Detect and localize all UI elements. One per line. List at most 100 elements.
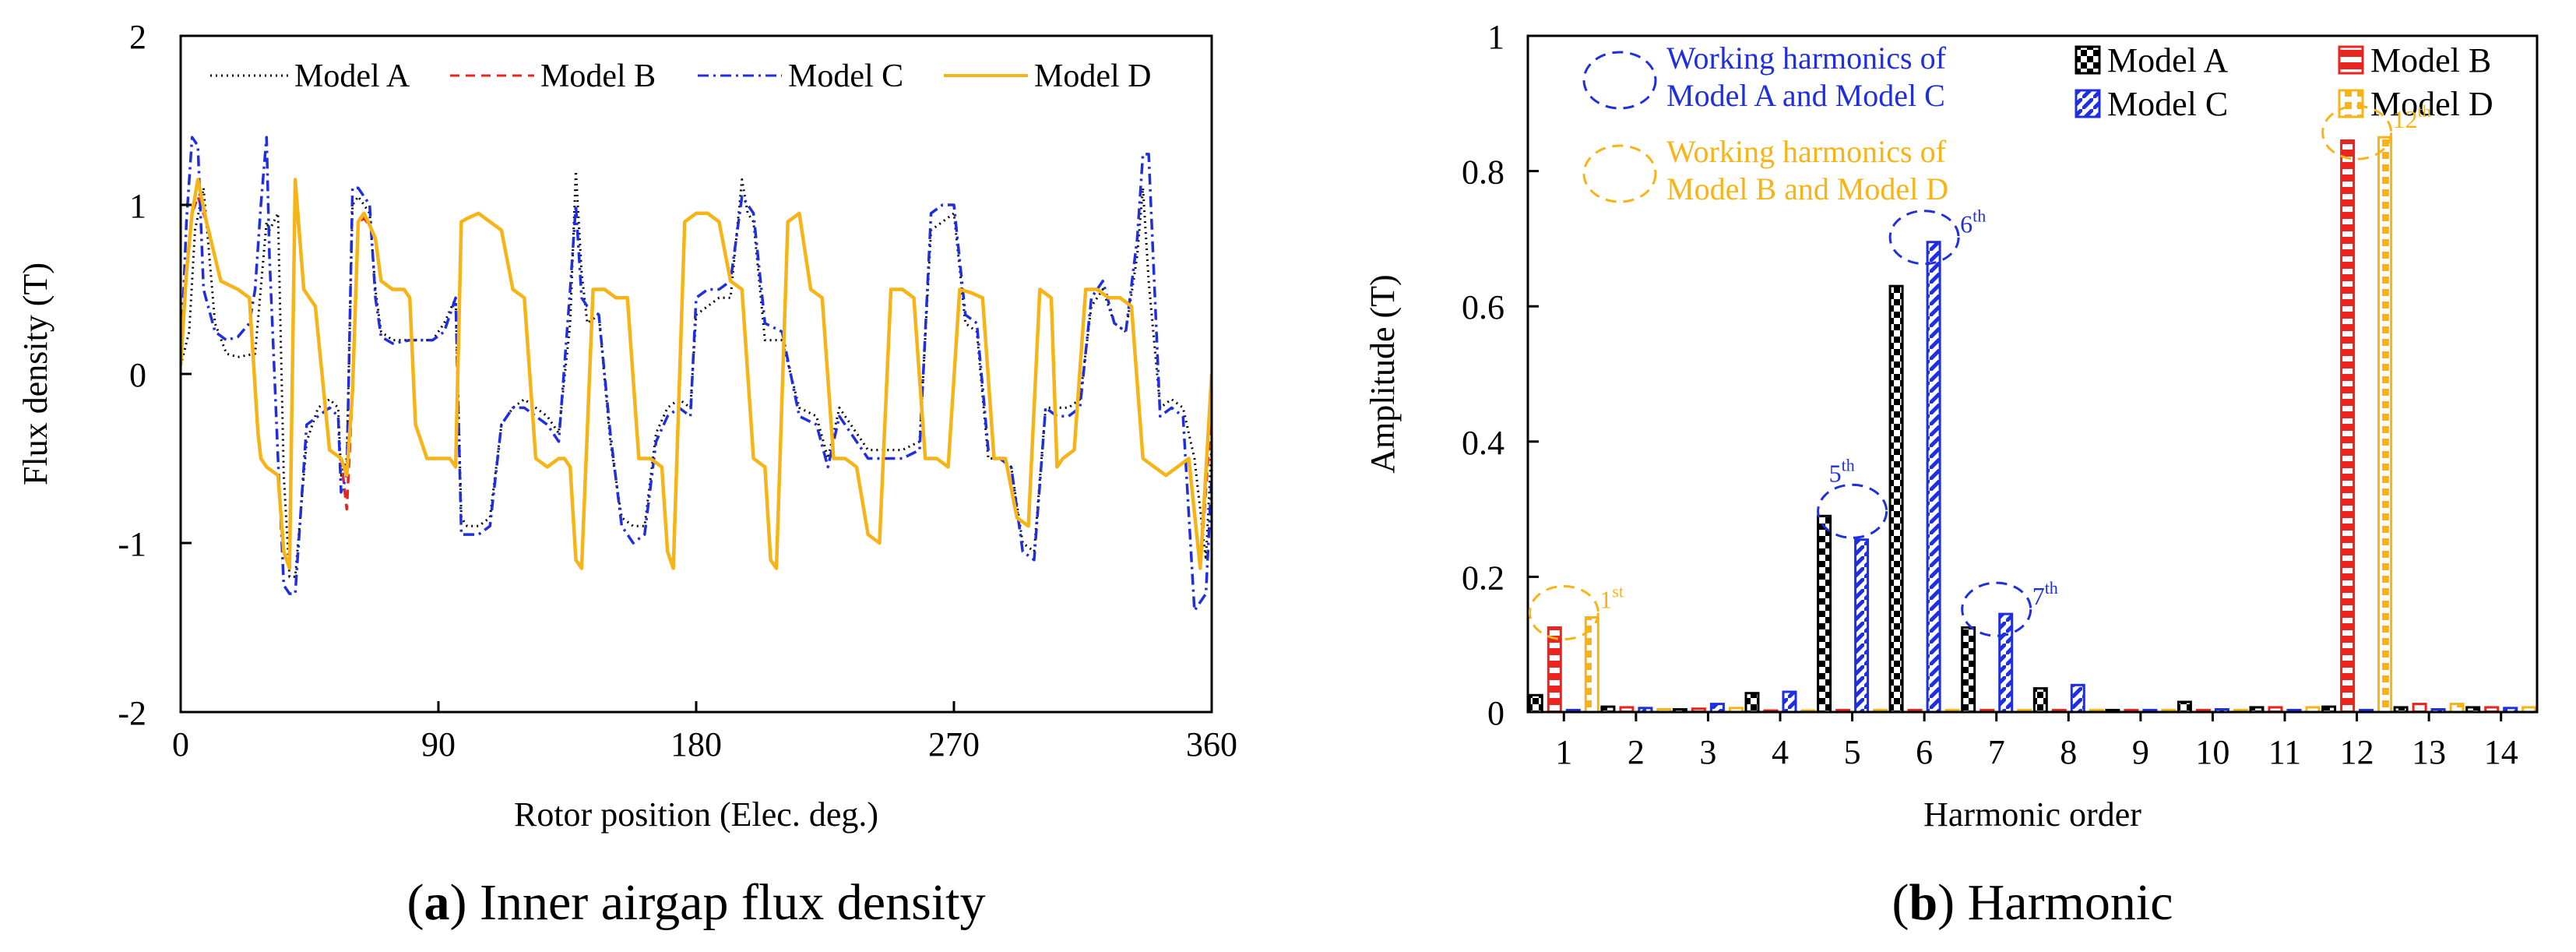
bar-model-b-h13 [2412,703,2427,714]
y-tick-label: -1 [118,525,146,563]
bar-model-b-h12 [2340,139,2356,714]
legend-label-model-a: Model A [294,58,410,94]
x-axis-title: Harmonic order [1923,795,2141,834]
ordinal-number: 6 [1960,210,1972,238]
x-tick-label: 8 [2060,733,2077,771]
ordinal-suffix: th [1842,455,1855,474]
ordinal-number: 7 [2032,582,2045,610]
dashed-ellipse-marker [1582,51,1657,110]
y-tick-label: 0.2 [1462,559,1504,597]
working-harmonic-ellipse-6 [1888,210,1960,266]
harmonic-label-5: 5th [1829,455,1855,487]
legend-label-model-c: Model C [788,58,903,94]
working-harmonic-ellipse-5 [1817,483,1888,539]
x-tick-label: 7 [1988,733,2005,771]
x-tick-label: 6 [1916,733,1933,771]
y-tick-label: 1 [129,187,146,225]
series-line-model-d [181,178,1212,570]
working-harmonic-ellipse-1 [1528,585,1599,640]
x-tick-label: 0 [172,725,189,763]
note-line-1: Working harmonics of [1666,134,1947,169]
ordinal-number: 5 [1829,459,1842,487]
x-tick-label: 5 [1844,733,1861,771]
x-tick-label: 14 [2484,733,2518,771]
legend-label-model-b: Model B [2370,41,2491,79]
ordinal-suffix: th [1972,206,1986,226]
caption-close-paren: ) [450,874,480,931]
x-axis-title: Rotor position (Elec. deg.) [514,795,878,834]
y-tick-label: 1 [1487,18,1504,56]
caption-letter: b [1909,874,1937,931]
caption-letter: a [424,874,450,931]
legend-swatch-model-b [2338,45,2364,75]
bar-model-c-h3 [1709,703,1725,714]
axis-ticks: 0 90 180 270 360 -2 -1 0 1 2 [118,18,1237,763]
harmonic-label-1: 1st [1599,582,1624,614]
legend: Model A Model B Model C Model D [210,58,1152,94]
ordinal-suffix: th [2418,101,2431,121]
series-line-model-b [181,186,1212,570]
caption-text: Inner airgap flux density [480,874,985,931]
series-line-model-c [181,136,1212,612]
bar-model-a-h6 [1888,284,1904,714]
y-tick-label: -2 [118,694,146,732]
legend-swatch-model-a [2075,45,2101,75]
bar-series [1528,136,2537,714]
y-tick-label: 2 [129,18,146,56]
caption-open-paren: ( [407,874,424,931]
dashed-ellipse-marker [1582,144,1657,203]
x-tick-label: 11 [2268,733,2301,771]
plot-frame [179,34,1213,714]
y-tick-label: 0.8 [1462,153,1504,192]
panel-a-caption: (a) Inner airgap flux density [407,874,986,931]
panel-a-line-chart: 0 90 180 270 360 -2 -1 0 1 2 Model A Model B Mode… [16,18,1237,931]
plot-frame [1526,34,2539,714]
bar-model-a-h8 [2032,687,2048,714]
note-line-2: Model A and Model C [1666,78,1945,113]
caption-open-paren: ( [1892,874,1909,931]
x-tick-label: 360 [1186,725,1237,763]
note-working-harmonics-bd: Working harmonics of Model B and Model D [1582,134,1948,206]
harmonic-label-6: 6th [1960,206,1986,238]
x-tick-label: 9 [2132,733,2149,771]
bar-model-c-h4 [1782,690,1797,714]
bar-model-a-h7 [1961,626,1976,714]
x-tick-label: 13 [2412,733,2446,771]
x-tick-label: 270 [928,725,980,763]
legend-label-model-b: Model B [540,58,656,94]
caption-close-paren: ) [1937,874,1967,931]
bar-model-a-h5 [1817,514,1832,714]
x-tick-label: 2 [1628,733,1645,771]
panel-b-caption: (b) Harmonic [1892,874,2173,931]
legend: Model A Model B Model C Model D [2075,41,2493,123]
note-line-1: Working harmonics of [1666,41,1947,76]
y-tick-label: 0 [1487,694,1504,732]
x-tick-label: 180 [670,725,722,763]
series-line-model-a [181,170,1212,578]
x-tick-label: 1 [1555,733,1572,771]
legend-swatch-model-c [2075,89,2101,118]
x-tick-label: 12 [2340,733,2374,771]
bar-model-a-h1 [1528,693,1543,714]
bar-model-d-h12 [2377,136,2393,714]
harmonic-label-7: 7th [2032,578,2058,610]
bar-model-c-h7 [1998,612,2014,714]
y-tick-label: 0.6 [1462,288,1504,326]
bar-model-a-h10 [2177,700,2192,714]
legend-swatch-model-d [2338,89,2364,118]
legend-label-model-d: Model D [2370,85,2493,123]
bar-model-a-h4 [1744,692,1760,714]
legend-label-model-d: Model D [1034,58,1152,94]
ordinal-suffix: st [1612,582,1624,601]
series-lines [181,136,1212,612]
harmonic-label-12: 12th [2393,101,2431,133]
y-tick-label: 0.4 [1462,424,1504,462]
working-harmonic-ellipse-7 [1961,581,2032,637]
legend-label-model-c: Model C [2107,85,2228,123]
bar-model-c-h6 [1926,241,1941,714]
bar-model-b-h1 [1547,626,1562,714]
note-working-harmonics-ac: Working harmonics of Model A and Model C [1582,41,1947,113]
y-axis-title: Flux density (T) [16,263,55,485]
